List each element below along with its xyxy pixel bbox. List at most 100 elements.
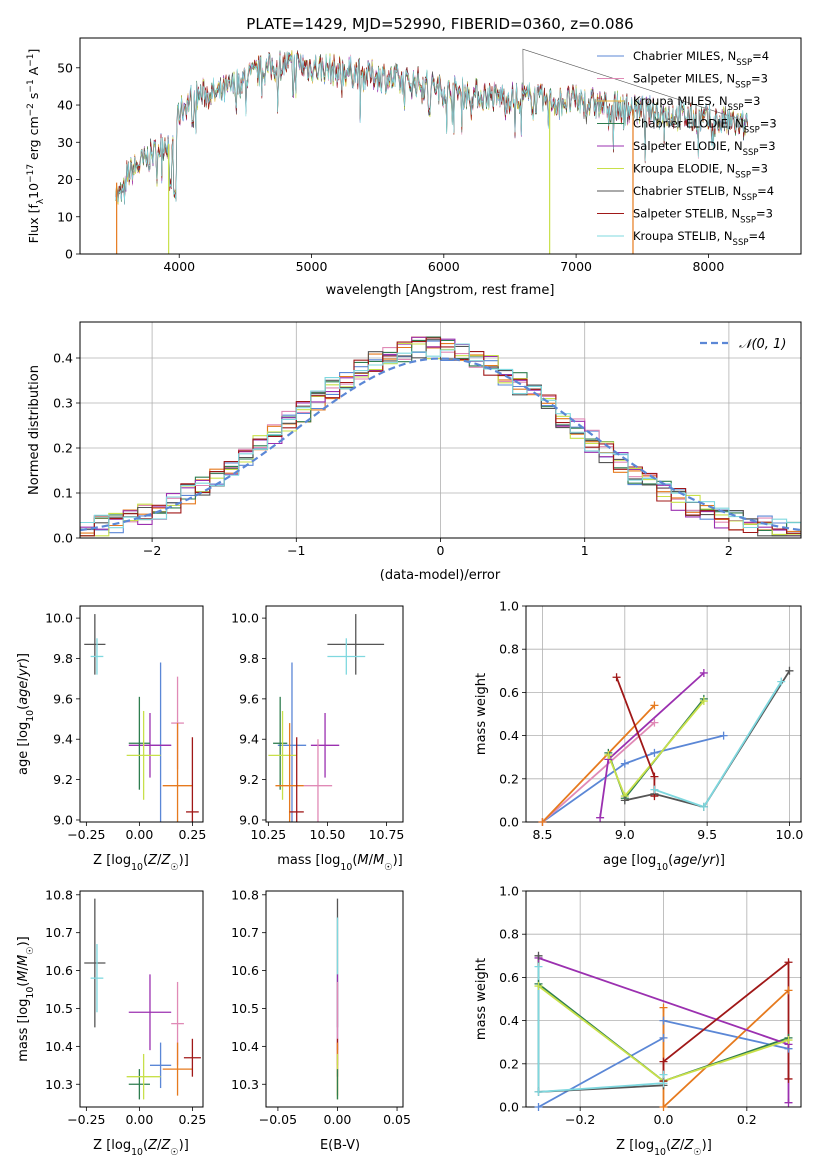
mass-vs-z-panel-plot-area	[84, 898, 201, 1100]
x-axis-label-part: ☉	[384, 862, 392, 873]
weight-marker	[785, 666, 794, 675]
y-tick-label: 0.1	[53, 486, 73, 501]
x-axis-label-part: /	[697, 853, 702, 868]
y-tick-label: 10.4	[231, 1039, 259, 1054]
weight-series-line	[615, 676, 656, 797]
x-axis-label-part: ☉	[170, 1147, 178, 1158]
y-axis-label-part: −1	[26, 54, 36, 67]
y-tick-label: 0.0	[53, 531, 73, 546]
y-axis-label-part: age [log	[16, 722, 31, 775]
y-axis-label-part: erg cm	[26, 116, 41, 164]
weight-series-line	[662, 960, 790, 1082]
weight-marker	[784, 1098, 793, 1107]
y-axis-label-part: )]	[16, 653, 31, 663]
y-tick-label: 0	[65, 247, 73, 262]
x-axis-label-part: 10	[131, 862, 143, 873]
y-axis-label: mass [log10(M/M☉)]	[16, 936, 36, 1062]
weight-marker	[534, 951, 543, 960]
y-axis-label-part: age	[16, 681, 31, 705]
x-axis-label-part: /	[157, 853, 162, 868]
y-tick-label: 0.2	[499, 1056, 519, 1071]
gaussian-curve	[80, 357, 801, 532]
y-axis-label-part: −1	[26, 79, 36, 92]
y-tick-label: 0.6	[499, 970, 519, 985]
x-tick-label: 0.25	[178, 1112, 206, 1127]
x-axis-label-part: (	[143, 853, 148, 868]
x-axis-label-part: 10	[340, 862, 352, 873]
x-tick-label: 7000	[560, 259, 592, 274]
x-tick-label: −2	[143, 543, 161, 558]
y-axis-label-part: M	[16, 955, 31, 966]
weight-vs-age-panel: 8.5 9.0 9.5 10.0 0.0 0.2 0.4 0.6 0.8 1.0 age [log1…	[474, 599, 803, 873]
residual-panel: −2 −1 0 1 2 0.0 0.1 0.2 0.3 0.4 𝒩(0, 1) (data-model…	[27, 321, 802, 583]
y-tick-label: 50	[57, 60, 73, 75]
y-tick-label: 10.7	[231, 925, 259, 940]
y-tick-label: 0.4	[53, 351, 73, 366]
legend-label: Chabrier STELIB, NSSP=4	[633, 184, 774, 203]
y-tick-label: 9.4	[239, 732, 259, 747]
x-tick-label: 8000	[692, 259, 724, 274]
y-axis-label-part: (	[16, 705, 31, 710]
weight-marker	[699, 802, 708, 811]
age-vs-mass-panel-axes-box	[265, 605, 404, 823]
x-axis-label-part: Z	[683, 1138, 694, 1153]
y-tick-label: 10.4	[45, 1039, 73, 1054]
y-tick-label: 9.2	[239, 772, 259, 787]
y-tick-label: 10.3	[45, 1077, 73, 1092]
legend-label: Salpeter STELIB, NSSP=3	[633, 207, 773, 226]
legend-label-sub: SSP	[740, 216, 756, 226]
legend-label-sub: SSP	[741, 193, 757, 203]
x-axis-label-part: Z	[147, 1138, 158, 1153]
x-axis-label: (data-model)/error	[380, 568, 501, 583]
y-axis-label-part: Flux [f	[26, 204, 41, 244]
x-tick-label: −0.2	[565, 1112, 595, 1127]
y-tick-label: 9.0	[53, 812, 73, 827]
x-axis-label-part: )]	[179, 853, 189, 868]
y-axis-label-part: −17	[26, 164, 36, 183]
y-axis-label-part: ]	[26, 49, 41, 54]
y-tick-label: 9.8	[239, 651, 259, 666]
legend-label-text: Chabrier ELODIE, N	[633, 117, 744, 131]
legend-label-suffix: =4	[752, 49, 769, 63]
weight-marker	[659, 1057, 668, 1066]
x-axis-label-part: Z	[147, 853, 158, 868]
legend-label-text: Chabrier STELIB, N	[633, 184, 741, 198]
mass-vs-z-panel-axes-box	[79, 890, 204, 1108]
x-axis-label-part: age	[673, 853, 697, 868]
weight-marker	[650, 785, 659, 794]
weight-marker	[650, 772, 659, 781]
x-tick-label: 1	[581, 543, 589, 558]
y-axis-label: mass weight	[474, 958, 489, 1040]
x-axis-label-part: M	[373, 853, 384, 868]
y-tick-label: 0.8	[499, 927, 519, 942]
x-axis-label-part: 10	[656, 862, 668, 873]
y-axis-label-part: mass [log	[16, 999, 31, 1062]
x-axis-label: Z [log10(Z/Z☉)]	[93, 853, 189, 873]
legend-label-suffix: =3	[743, 94, 760, 108]
y-tick-label: 10.8	[45, 887, 73, 902]
legend-label: Salpeter ELODIE, NSSP=3	[633, 139, 776, 158]
y-axis-label-part: M	[16, 970, 31, 981]
x-axis-label-part: ☉	[170, 862, 178, 873]
age-vs-mass-panel-frame: 10.25 10.50 10.75 9.0 9.2 9.4 9.6 9.8 10.0 mass […	[231, 605, 404, 873]
weight-marker	[650, 748, 659, 757]
x-tick-label: 4000	[163, 259, 195, 274]
legend-label: Chabrier MILES, NSSP=4	[633, 49, 769, 68]
x-tick-label: 0.00	[125, 1112, 153, 1127]
weight-marker	[784, 1074, 793, 1083]
legend-label-suffix: =4	[748, 229, 765, 243]
y-tick-label: 1.0	[499, 884, 519, 899]
legend-label-sub: SSP	[735, 171, 751, 181]
mass-vs-ebv-panel-frame: −0.05 0.00 0.05 10.3 10.4 10.5 10.6 10.7 10.8 E(B…	[231, 887, 411, 1153]
legend-label-text: Salpeter ELODIE, N	[633, 139, 743, 153]
y-tick-label: 10.3	[231, 1077, 259, 1092]
weight-marker	[650, 701, 659, 710]
y-tick-label: 10.7	[45, 925, 73, 940]
weight-vs-age-panel-frame: 8.5 9.0 9.5 10.0 0.0 0.2 0.4 0.6 0.8 1.0 age [log1…	[474, 599, 803, 873]
x-tick-label: 0.2	[737, 1112, 757, 1127]
legend-label-text: Salpeter STELIB, N	[633, 207, 740, 221]
legend-label-sub: SSP	[736, 58, 752, 68]
legend-label: Chabrier ELODIE, NSSP=3	[633, 117, 777, 136]
weight-marker	[534, 982, 543, 991]
weight-vs-age-panel-plot-area	[526, 606, 801, 822]
